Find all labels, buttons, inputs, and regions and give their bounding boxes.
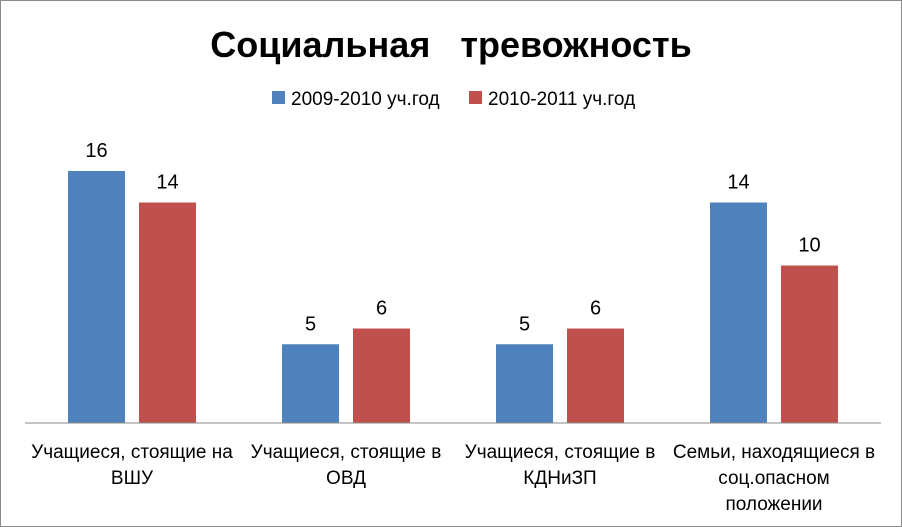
data-labels-group: 16 14 5 6 5 6 14 10 bbox=[85, 140, 820, 335]
bar-series-2-category-1 bbox=[139, 202, 196, 423]
legend-label-series-2: 2010-2011 уч.год bbox=[488, 89, 635, 110]
category-label-2-line-1: Учащиеся, стоящие в bbox=[251, 442, 442, 463]
category-label-4-line-2: соц.опасном bbox=[718, 468, 830, 489]
legend-swatch-series-1 bbox=[272, 91, 285, 104]
chart-title: Социальная тревожность bbox=[210, 24, 691, 65]
category-labels-group: Учащиеся, стоящие на ВШУ Учащиеся, стоящие… bbox=[31, 442, 875, 515]
bar-series-1-category-4 bbox=[710, 202, 767, 423]
data-label-series-2-category-4: 10 bbox=[798, 235, 820, 257]
data-label-series-2-category-3: 6 bbox=[590, 298, 601, 320]
data-label-series-2-category-1: 14 bbox=[156, 172, 178, 194]
legend-swatch-series-2 bbox=[469, 91, 482, 104]
data-label-series-1-category-2: 5 bbox=[305, 313, 316, 335]
category-label-4-line-3: положении bbox=[725, 494, 822, 515]
bar-series-2-category-3 bbox=[567, 328, 624, 423]
category-label-3-line-1: Учащиеся, стоящие в bbox=[465, 442, 656, 463]
data-label-series-1-category-4: 14 bbox=[727, 172, 749, 194]
category-label-1-line-2: ВШУ bbox=[111, 468, 154, 489]
category-label-2-line-2: ОВД bbox=[326, 468, 366, 489]
data-label-series-2-category-2: 6 bbox=[376, 298, 387, 320]
category-label-4-line-1: Семьи, находящиеся в bbox=[673, 442, 875, 463]
bar-series-1-category-3 bbox=[496, 344, 553, 423]
bar-series-2-category-4 bbox=[781, 265, 838, 423]
data-label-series-1-category-3: 5 bbox=[519, 313, 530, 335]
legend-label-series-1: 2009-2010 уч.год bbox=[291, 89, 440, 110]
data-label-series-1-category-1: 16 bbox=[85, 140, 107, 162]
category-label-1-line-1: Учащиеся, стоящие на bbox=[31, 442, 233, 463]
bar-series-1-category-1 bbox=[68, 171, 125, 423]
bars-group bbox=[68, 171, 838, 423]
category-label-3-line-2: КДНиЗП bbox=[523, 468, 596, 489]
bar-series-1-category-2 bbox=[282, 344, 339, 423]
legend: 2009-2010 уч.год 2010-2011 уч.год bbox=[272, 89, 635, 110]
bar-series-2-category-2 bbox=[353, 328, 410, 423]
